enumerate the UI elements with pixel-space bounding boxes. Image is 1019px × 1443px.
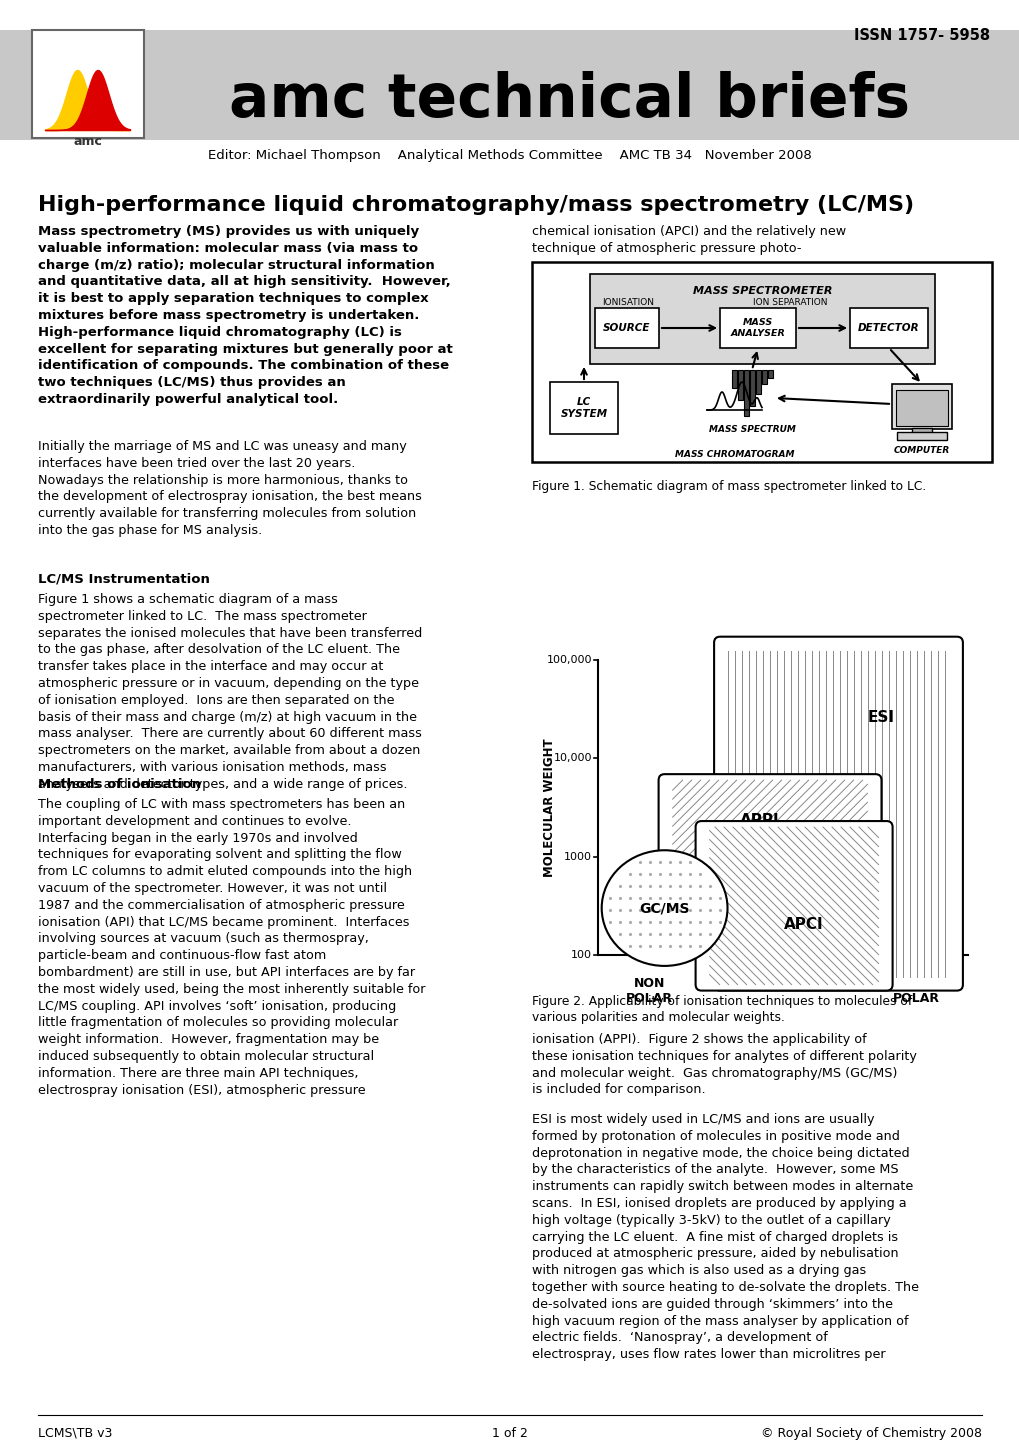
Bar: [532, 263, 991, 462]
Bar: [738, 369, 742, 400]
Text: The coupling of LC with mass spectrometers has been an
important development and: The coupling of LC with mass spectromete…: [38, 798, 425, 1097]
Text: © Royal Society of Chemistry 2008: © Royal Society of Chemistry 2008: [760, 1427, 981, 1440]
Text: Figure 1. Schematic diagram of mass spectrometer linked to LC.: Figure 1. Schematic diagram of mass spec…: [532, 481, 925, 494]
Text: LC/MS Instrumentation: LC/MS Instrumentation: [38, 573, 210, 586]
Text: LCMS\TB v3: LCMS\TB v3: [38, 1427, 112, 1440]
FancyBboxPatch shape: [658, 773, 880, 931]
Bar: [719, 307, 795, 348]
Bar: [892, 384, 951, 429]
Text: APCI: APCI: [783, 918, 822, 932]
Text: Initially the marriage of MS and LC was uneasy and many
interfaces have been tri: Initially the marriage of MS and LC was …: [38, 440, 422, 537]
Text: ION SEPARATION: ION SEPARATION: [752, 299, 826, 307]
Text: MASS
ANALYSER: MASS ANALYSER: [730, 319, 785, 338]
Text: amc technical briefs: amc technical briefs: [229, 71, 910, 130]
Text: DETECTOR: DETECTOR: [857, 323, 919, 333]
Text: ionisation (APPI).  Figure 2 shows the applicability of
these ionisation techniq: ionisation (APPI). Figure 2 shows the ap…: [532, 1033, 916, 1097]
Text: SOURCE: SOURCE: [602, 323, 650, 333]
Text: MASS SPECTRUM: MASS SPECTRUM: [708, 426, 795, 434]
Text: ESI is most widely used in LC/MS and ions are usually
formed by protonation of m: ESI is most widely used in LC/MS and ion…: [532, 1113, 918, 1361]
Text: VERY
POLAR: VERY POLAR: [892, 977, 938, 1004]
Bar: [911, 429, 931, 434]
Text: Editor: Michael Thompson    Analytical Methods Committee    AMC TB 34   November: Editor: Michael Thompson Analytical Meth…: [208, 149, 811, 162]
Text: Figure 1 shows a schematic diagram of a mass
spectrometer linked to LC.  The mas: Figure 1 shows a schematic diagram of a …: [38, 593, 422, 791]
Text: COMPUTER: COMPUTER: [893, 446, 949, 455]
FancyBboxPatch shape: [713, 636, 962, 990]
Text: ESI: ESI: [867, 710, 894, 726]
Text: ISSN 1757- 5958: ISSN 1757- 5958: [853, 27, 989, 42]
Text: 100: 100: [571, 949, 591, 960]
Bar: [0, 30, 1019, 140]
Ellipse shape: [601, 850, 727, 965]
Text: 10,000: 10,000: [553, 753, 591, 763]
Text: High-performance liquid chromatography/mass spectrometry (LC/MS): High-performance liquid chromatography/m…: [38, 195, 913, 215]
Text: Figure 2. Applicability of ionisation techniques to molecules of
various polarit: Figure 2. Applicability of ionisation te…: [532, 996, 911, 1025]
Text: 100,000: 100,000: [546, 655, 591, 665]
Text: NON
POLAR: NON POLAR: [626, 977, 673, 1004]
Bar: [732, 369, 737, 388]
Bar: [32, 30, 144, 139]
Text: IONISATION: IONISATION: [601, 299, 653, 307]
Text: 1 of 2: 1 of 2: [491, 1427, 528, 1440]
Bar: [755, 369, 760, 394]
Text: GC/MS: GC/MS: [639, 900, 689, 915]
Text: amc: amc: [73, 136, 102, 149]
Bar: [743, 369, 748, 416]
Bar: [849, 307, 927, 348]
Bar: [549, 382, 618, 434]
Text: LC
SYSTEM: LC SYSTEM: [559, 397, 607, 418]
Bar: [749, 369, 754, 405]
Text: chemical ionisation (APCI) and the relatively new
technique of atmospheric press: chemical ionisation (APCI) and the relat…: [532, 225, 846, 255]
Bar: [589, 274, 934, 364]
Bar: [594, 307, 658, 348]
Bar: [895, 390, 947, 426]
Bar: [896, 431, 946, 440]
Text: MASS CHROMATOGRAM: MASS CHROMATOGRAM: [675, 450, 794, 459]
Text: Mass spectrometry (MS) provides us with uniquely
valuable information: molecular: Mass spectrometry (MS) provides us with …: [38, 225, 452, 405]
Text: MOLECULAR WEIGHT: MOLECULAR WEIGHT: [543, 739, 556, 877]
Bar: [761, 369, 766, 384]
Bar: [767, 369, 772, 378]
FancyBboxPatch shape: [695, 821, 892, 990]
Text: APPI: APPI: [739, 814, 779, 828]
Text: MASS SPECTROMETER: MASS SPECTROMETER: [692, 286, 832, 296]
Text: 1000: 1000: [564, 851, 591, 861]
Text: Methods of ionisation: Methods of ionisation: [38, 778, 201, 791]
